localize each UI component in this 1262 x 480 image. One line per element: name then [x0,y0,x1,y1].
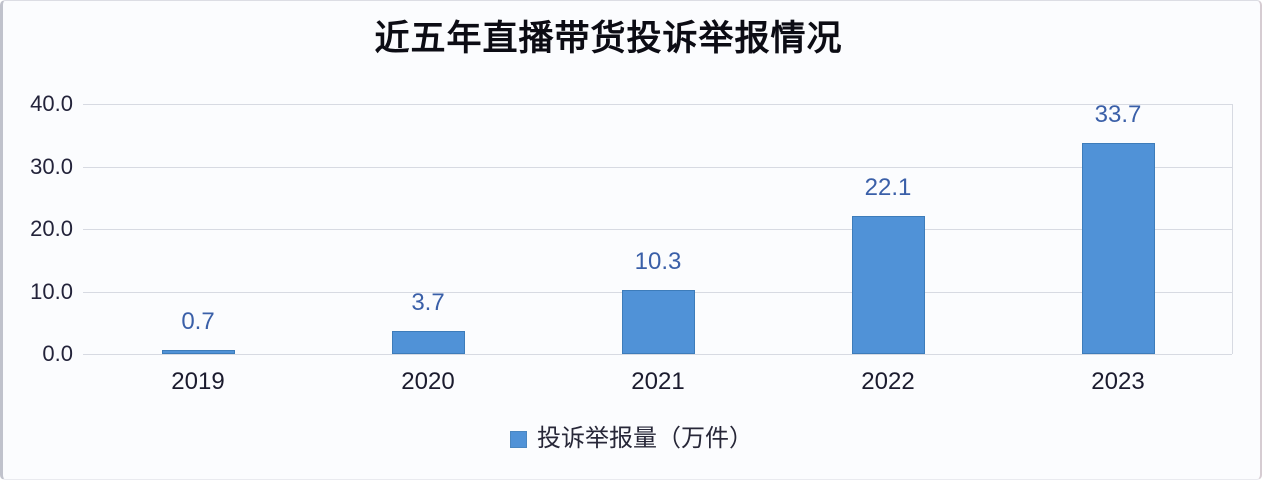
bar-2023 [1081,143,1155,354]
bar-value-label: 10.3 [634,247,682,275]
bar-value-label: 33.7 [1094,101,1142,129]
y-axis-tick-label: 20.0 [30,216,73,241]
y-axis-tick-label: 40.0 [30,91,73,116]
plot-area: 0.0 10.0 20.0 30.0 40.0 0.7 2019 3.7 2020 10.3 202… [30,91,1233,394]
x-axis-label: 2023 [1091,368,1145,395]
bar-2019 [161,349,235,354]
bar-2021 [621,289,695,354]
legend-label: 投诉举报量（万件） [537,425,753,452]
y-axis-tick-label: 0.0 [42,341,73,366]
y-axis-tick-label: 10.0 [30,278,73,304]
bar-2020 [391,330,465,354]
bar-value-label: 3.7 [411,288,445,316]
legend-swatch-icon [510,430,527,448]
chart-title: 近五年直播带货投诉举报情况 [374,18,843,59]
bar-value-label: 22.1 [864,173,912,201]
x-axis-label: 2019 [171,368,225,395]
legend: 投诉举报量（万件） [3,425,1260,453]
gridline [83,229,1232,230]
x-axis-label: 2022 [861,368,915,395]
y-axis-tick-label: 30.0 [30,153,73,179]
x-axis-label: 2021 [631,368,685,395]
bar-2022 [851,215,925,354]
x-axis-label: 2020 [401,368,455,395]
gridline [83,104,1232,105]
gridline [83,166,1232,168]
bar-value-label: 0.7 [181,307,215,335]
gridline [83,354,1232,355]
